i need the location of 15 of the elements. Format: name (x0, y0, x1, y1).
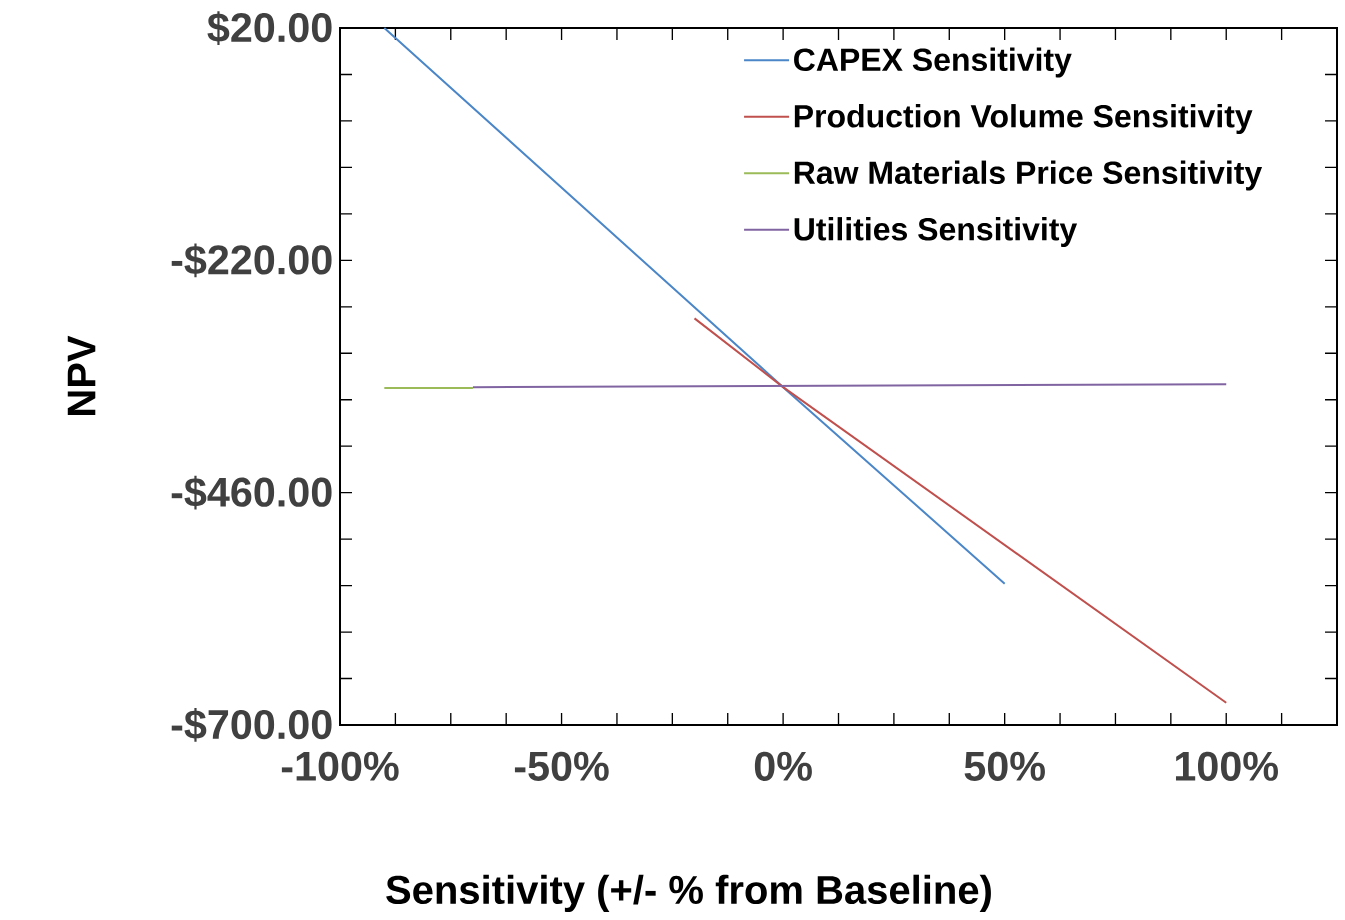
legend-label: Utilities Sensitivity (794, 217, 1078, 247)
legend-label: Raw Materials Price Sensitivity (794, 160, 1263, 191)
legend-label: CAPEX Sensitivity (794, 47, 1072, 78)
x-tick-label: -50% (514, 751, 609, 781)
y-tick-label: -$460.00 (171, 475, 332, 510)
x-tick-label: 0% (754, 751, 812, 781)
x-tick-label: 100% (1175, 751, 1278, 781)
y-tick-label: $20.00 (207, 11, 332, 45)
y-tick-label: -$700.00 (171, 708, 332, 742)
legend-label: Production Volume Sensitivity (794, 104, 1253, 134)
x-axis-title: Sensitivity (+/- % from Baseline) (386, 874, 991, 912)
y-axis-title: NPV (67, 335, 96, 415)
x-tick-label: -100% (281, 751, 399, 781)
y-tick-label: -$220.00 (171, 243, 332, 278)
x-tick-label: 50% (964, 751, 1045, 781)
